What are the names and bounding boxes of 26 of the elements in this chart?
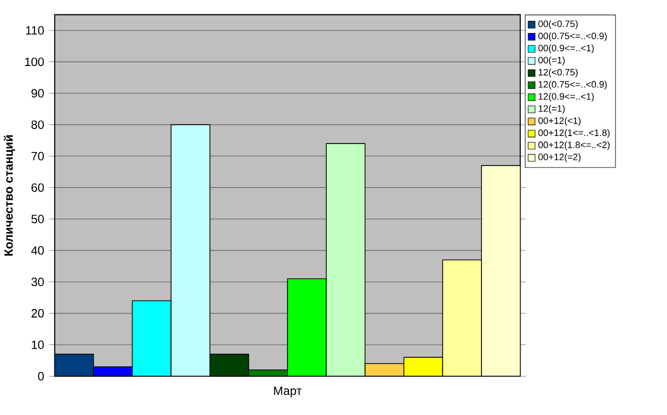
y-axis-title: Количество станций: [4, 135, 16, 256]
legend-label: 12(0.9<=..<1): [538, 92, 594, 102]
y-tick-label: 70: [32, 152, 44, 160]
y-tick-label: 110: [26, 26, 44, 35]
y-tick-label: 90: [32, 89, 44, 98]
y-tick-label: 20: [32, 309, 44, 318]
legend-label: 12(=1): [538, 105, 565, 114]
y-tick-label: 100: [25, 58, 44, 66]
legend-label: 12(<0.75): [538, 68, 578, 78]
legend-label: 00(0.9<=..<1): [538, 44, 594, 54]
legend-label: 12(0.75<=..<0.9): [538, 80, 607, 90]
legend-label: 00+12(=2): [538, 153, 580, 162]
legend-label: 00(=1): [538, 56, 565, 66]
legend-label: 00+12(1<=..<1.8): [538, 129, 610, 138]
y-tick-label: 60: [32, 183, 44, 192]
legend-label: 00+12(<1): [538, 117, 580, 126]
x-tick-label: Март: [274, 386, 302, 398]
y-tick-label: 40: [31, 246, 44, 255]
y-tick-label: 50: [31, 214, 44, 224]
legend-label: 00(<0.75): [538, 20, 578, 30]
y-tick-label: 30: [31, 278, 44, 286]
y-tick-label: 10: [32, 340, 44, 350]
y-tick-label: 80: [31, 120, 44, 130]
legend-label: 00(0.75<=..<0.9): [538, 32, 607, 42]
y-tick-label: 0: [38, 372, 44, 381]
legend-label: 00+12(1.8<=..<2): [538, 141, 610, 150]
